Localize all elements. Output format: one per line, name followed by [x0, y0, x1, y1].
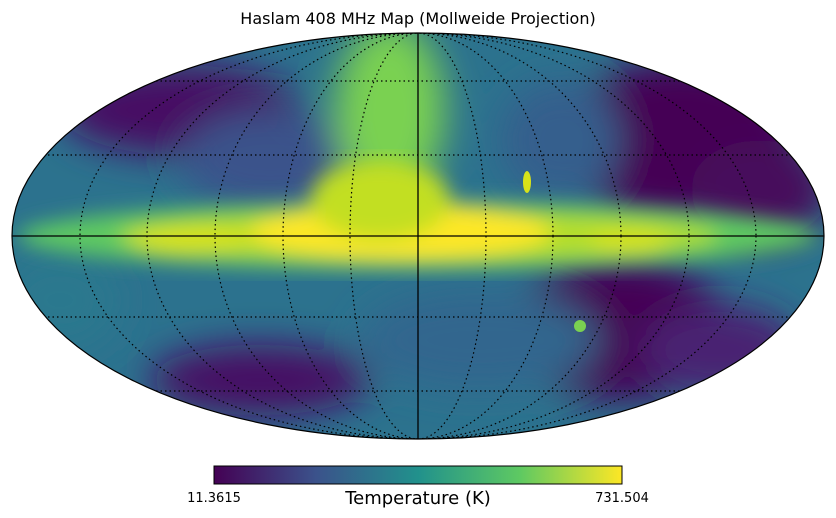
map-title: Haslam 408 MHz Map (Mollweide Projection…: [240, 9, 595, 28]
mid-region-far-west: [12, 250, 120, 350]
colorbar-min-label: 11.3615: [187, 491, 241, 506]
galactic-bulge-north: [310, 160, 450, 240]
bright-spot-north-east: [523, 171, 531, 193]
cold-region-south-west: [150, 345, 370, 415]
colorbar-gradient: [213, 465, 623, 485]
axes-lines: [12, 33, 824, 439]
map-boundary: [11, 32, 825, 440]
galactic-plane-east-bright: [590, 230, 670, 254]
cold-region-south-east-b: [640, 305, 800, 395]
colorbar-max-label: 731.504: [595, 491, 649, 506]
mid-region-south: [360, 290, 600, 390]
mid-region-north: [180, 110, 360, 210]
colorbar-title: Temperature (K): [344, 488, 491, 509]
galactic-plane-west-bright: [130, 226, 250, 254]
colorbar: 11.3615 Temperature (K) 731.504: [187, 465, 649, 509]
mid-region-north-east: [500, 80, 620, 200]
bright-spot-south-east: [574, 320, 586, 332]
